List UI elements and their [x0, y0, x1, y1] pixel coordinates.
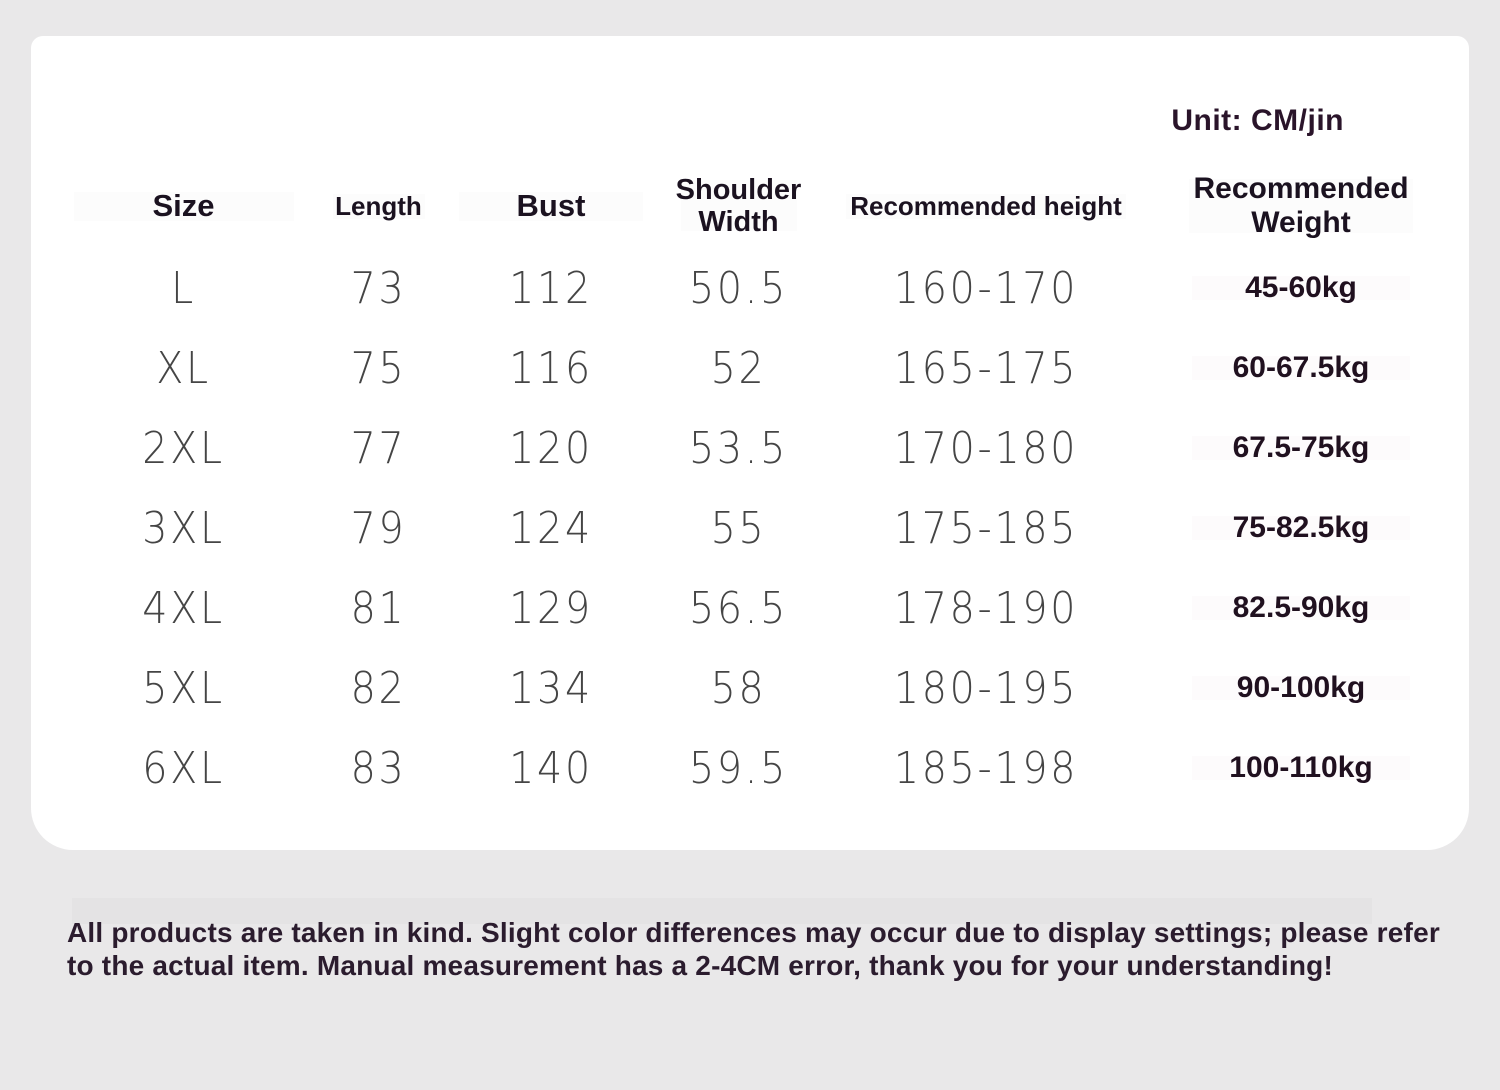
cell-recommended-weight: 67.5-75kg — [1161, 431, 1441, 465]
cell-recommended-height: 178-190 — [893, 582, 1079, 634]
disclaimer-line-2: to the actual item. Manual measurement h… — [67, 950, 1334, 981]
unit-label: Unit: CM/jin — [1171, 104, 1344, 137]
column-header-shoulder-width: Shoulder Width — [666, 174, 811, 238]
cell-size: 5XL — [142, 662, 225, 714]
cell-recommended-height: 185-198 — [893, 742, 1079, 794]
disclaimer-text: All products are taken in kind. Slight c… — [67, 916, 1440, 982]
cell-length: 79 — [350, 502, 407, 554]
table-row: XL 75 116 52 165-175 60-67.5kg — [46, 328, 1441, 408]
cell-shoulder-width: 55 — [710, 502, 767, 554]
table-row: 4XL 81 129 56.5 178-190 82.5-90kg — [46, 568, 1441, 648]
cell-shoulder-width: 50.5 — [689, 262, 788, 314]
cell-recommended-weight: 75-82.5kg — [1161, 511, 1441, 545]
cell-size: 4XL — [142, 582, 225, 634]
table-row: 6XL 83 140 59.5 185-198 100-110kg — [46, 728, 1441, 808]
cell-length: 82 — [350, 662, 407, 714]
column-header-recommended-height: Recommended height — [811, 190, 1161, 222]
cell-length: 77 — [350, 422, 407, 474]
cell-size: L — [171, 262, 196, 314]
cell-length: 83 — [350, 742, 407, 794]
cell-recommended-weight: 90-100kg — [1161, 671, 1441, 705]
cell-recommended-weight: 45-60kg — [1161, 271, 1441, 305]
cell-shoulder-width: 59.5 — [689, 742, 788, 794]
cell-size: 3XL — [142, 502, 225, 554]
table-row: 3XL 79 124 55 175-185 75-82.5kg — [46, 488, 1441, 568]
cell-bust: 120 — [509, 422, 593, 474]
cell-length: 81 — [350, 582, 407, 634]
cell-shoulder-width: 52 — [710, 342, 767, 394]
cell-size: XL — [156, 342, 211, 394]
size-chart-card: Unit: CM/jin Size Length Bust Shoulder W… — [31, 36, 1469, 850]
cell-shoulder-width: 58 — [710, 662, 767, 714]
column-header-recommended-weight: Recommended Weight — [1161, 172, 1441, 240]
cell-recommended-height: 180-195 — [893, 662, 1079, 714]
cell-recommended-height: 175-185 — [893, 502, 1079, 554]
cell-recommended-height: 170-180 — [893, 422, 1079, 474]
cell-shoulder-width: 56.5 — [689, 582, 788, 634]
size-table-header: Size Length Bust Shoulder Width Recommen… — [46, 168, 1441, 244]
table-row: L 73 112 50.5 160-170 45-60kg — [46, 248, 1441, 328]
cell-length: 73 — [350, 262, 407, 314]
size-table-body: L 73 112 50.5 160-170 45-60kg XL 75 116 52 165-175… — [46, 248, 1441, 808]
cell-recommended-weight: 60-67.5kg — [1161, 351, 1441, 385]
table-row: 2XL 77 120 53.5 170-180 67.5-75kg — [46, 408, 1441, 488]
cell-bust: 112 — [509, 262, 593, 314]
cell-recommended-weight: 100-110kg — [1161, 751, 1441, 785]
cell-length: 75 — [350, 342, 407, 394]
column-header-bust: Bust — [436, 188, 666, 224]
cell-bust: 116 — [509, 342, 593, 394]
cell-recommended-height: 165-175 — [893, 342, 1079, 394]
column-header-size: Size — [46, 188, 321, 224]
column-header-length: Length — [321, 190, 436, 222]
cell-recommended-weight: 82.5-90kg — [1161, 591, 1441, 625]
cell-size: 2XL — [142, 422, 225, 474]
cell-shoulder-width: 53.5 — [689, 422, 788, 474]
cell-size: 6XL — [142, 742, 225, 794]
disclaimer-line-1: All products are taken in kind. Slight c… — [67, 917, 1440, 948]
table-row: 5XL 82 134 58 180-195 90-100kg — [46, 648, 1441, 728]
cell-recommended-height: 160-170 — [893, 262, 1079, 314]
cell-bust: 134 — [509, 662, 593, 714]
cell-bust: 124 — [509, 502, 593, 554]
cell-bust: 140 — [509, 742, 593, 794]
cell-bust: 129 — [509, 582, 593, 634]
